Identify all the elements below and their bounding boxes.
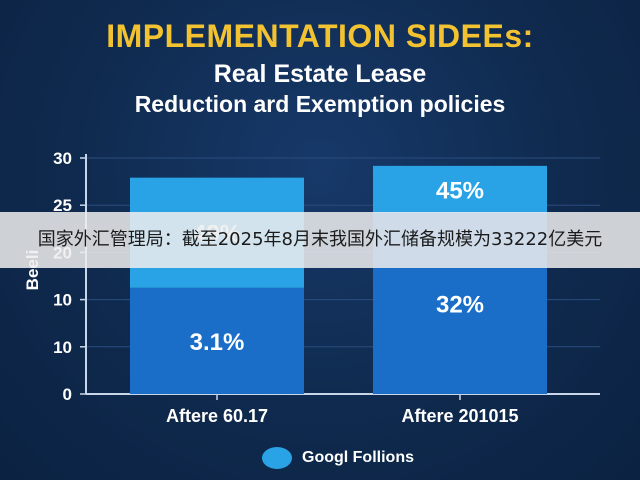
page-title: IMPLEMENTATION SIDEEs: (106, 18, 534, 54)
subtitle-line-1: Real Estate Lease (213, 60, 427, 88)
y-tick-label: 30 (53, 149, 72, 168)
bar-data-label: 45% (436, 177, 484, 204)
chart-legend: Googl Follions (262, 444, 414, 472)
legend-swatch (262, 447, 292, 469)
bar-data-label: 3.1% (190, 329, 245, 356)
y-tick-label: 10 (53, 291, 72, 310)
x-tick-label: Aftere 201015 (401, 406, 518, 426)
bar-data-label: 32% (436, 292, 484, 319)
y-tick-label: 25 (53, 196, 72, 215)
bar-segment (373, 165, 547, 214)
legend-label: Googl Follions (302, 449, 414, 466)
subtitle-line-2: Reduction ard Exemption policies (134, 91, 506, 117)
x-tick-label: Aftere 60.17 (166, 406, 268, 426)
bar-segment (130, 287, 304, 394)
y-tick-label: 0 (63, 385, 72, 404)
news-banner: 国家外汇管理局：截至2025年8月末我国外汇储备规模为33222亿美元 (0, 212, 640, 268)
y-tick-label: 10 (53, 338, 72, 357)
